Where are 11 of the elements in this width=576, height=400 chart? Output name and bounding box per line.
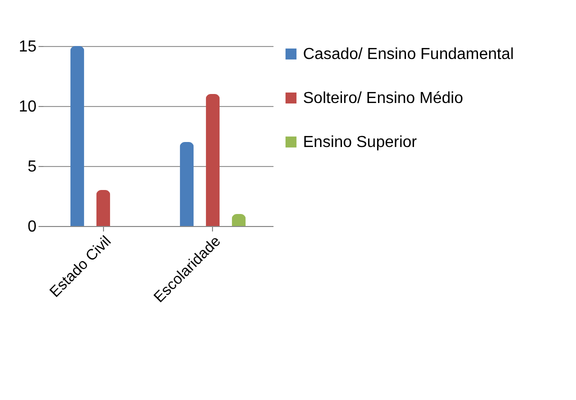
legend-label: Solteiro/ Ensino Médio xyxy=(303,90,464,107)
y-tick-label: 15 xyxy=(18,38,37,56)
bar xyxy=(96,190,110,226)
y-tick-label: 0 xyxy=(28,218,37,236)
bar xyxy=(206,94,220,226)
bar xyxy=(180,142,194,226)
legend-label: Casado/ Ensino Fundamental xyxy=(303,46,514,63)
y-tick-label: 10 xyxy=(18,98,37,116)
y-tick-label: 5 xyxy=(28,158,37,176)
bar xyxy=(70,46,84,226)
legend-label: Ensino Superior xyxy=(303,134,418,151)
